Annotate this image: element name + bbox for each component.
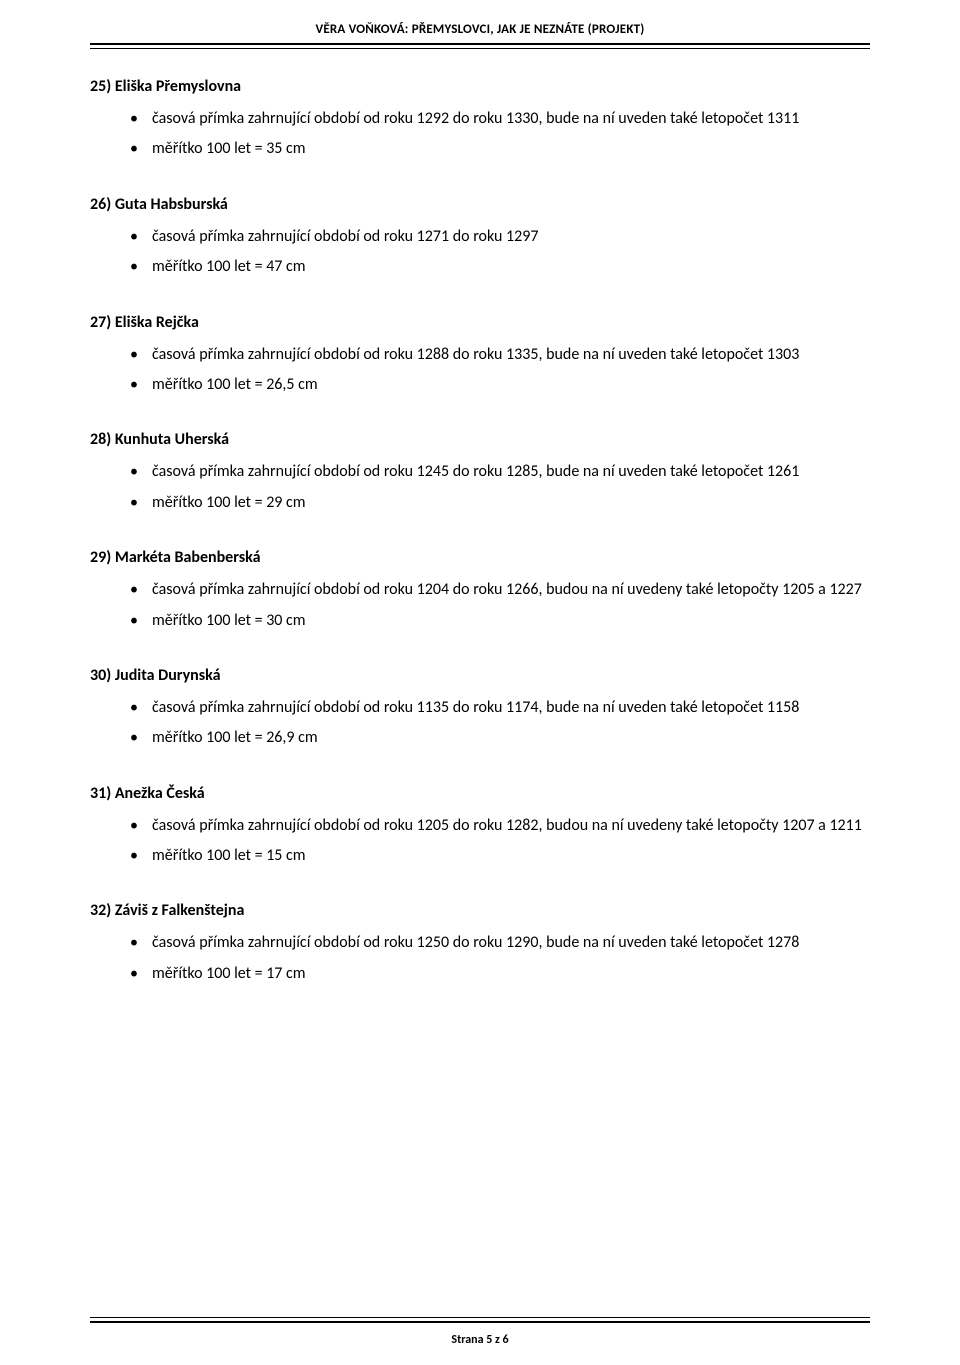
section-title: 27) Eliška Rejčka [90, 313, 870, 332]
document-page: VĚRA VOŇKOVÁ: PŘEMYSLOVCI, JAK JE NEZNÁT… [0, 0, 960, 1365]
section-name: Kunhuta Uherská [115, 430, 229, 449]
section-name: Eliška Rejčka [115, 313, 199, 332]
section-name: Guta Habsburská [115, 195, 228, 214]
section-title: 25) Eliška Přemyslovna [90, 77, 870, 96]
list-item: časová přímka zahrnující období od roku … [130, 811, 870, 841]
list-item: měřítko 100 let = 29 cm [130, 488, 870, 518]
bullet-list: časová přímka zahrnující období od roku … [90, 811, 870, 872]
section-number: 27) [90, 313, 111, 332]
sections-container: 25) Eliška Přemyslovna časová přímka zahr… [90, 77, 870, 989]
section: 32) Záviš z Falkenštejna časová přímka za… [90, 901, 870, 989]
section-number: 29) [90, 548, 111, 567]
list-item: časová přímka zahrnující období od roku … [130, 928, 870, 958]
section-name: Anežka Česká [115, 784, 205, 803]
section: 31) Anežka Česká časová přímka zahrnující… [90, 784, 870, 872]
section: 26) Guta Habsburská časová přímka zahrnuj… [90, 195, 870, 283]
section: 28) Kunhuta Uherská časová přímka zahrnuj… [90, 430, 870, 518]
header-rule-thin [90, 48, 870, 49]
footer-rules [90, 1317, 870, 1329]
section-number: 26) [90, 195, 111, 214]
section-title: 28) Kunhuta Uherská [90, 430, 870, 449]
bullet-list: časová přímka zahrnující období od roku … [90, 222, 870, 283]
list-item: časová přímka zahrnující období od roku … [130, 340, 870, 370]
list-item: časová přímka zahrnující období od roku … [130, 222, 870, 252]
bullet-list: časová přímka zahrnující období od roku … [90, 693, 870, 754]
bullet-list: časová přímka zahrnující období od roku … [90, 575, 870, 636]
section: 29) Markéta Babenberská časová přímka zah… [90, 548, 870, 636]
section-name: Markéta Babenberská [115, 548, 261, 567]
section-title: 26) Guta Habsburská [90, 195, 870, 214]
section-number: 31) [90, 784, 111, 803]
list-item: měřítko 100 let = 35 cm [130, 134, 870, 164]
section-number: 32) [90, 901, 111, 920]
section: 30) Judita Durynská časová přímka zahrnuj… [90, 666, 870, 754]
section-title: 30) Judita Durynská [90, 666, 870, 685]
list-item: časová přímka zahrnující období od roku … [130, 575, 870, 605]
section-title: 29) Markéta Babenberská [90, 548, 870, 567]
page-footer: Strana 5 z 6 [90, 1333, 870, 1347]
section-title: 31) Anežka Česká [90, 784, 870, 803]
bullet-list: časová přímka zahrnující období od roku … [90, 928, 870, 989]
list-item: měřítko 100 let = 26,5 cm [130, 370, 870, 400]
list-item: měřítko 100 let = 30 cm [130, 606, 870, 636]
bullet-list: časová přímka zahrnující období od roku … [90, 104, 870, 165]
list-item: časová přímka zahrnující období od roku … [130, 104, 870, 134]
footer-rule-thin [90, 1317, 870, 1318]
section-name: Judita Durynská [115, 666, 221, 685]
section-title: 32) Záviš z Falkenštejna [90, 901, 870, 920]
section-number: 30) [90, 666, 111, 685]
bullet-list: časová přímka zahrnující období od roku … [90, 457, 870, 518]
section-name: Eliška Přemyslovna [115, 77, 241, 96]
list-item: měřítko 100 let = 47 cm [130, 252, 870, 282]
header-rule-thick [90, 43, 870, 45]
list-item: časová přímka zahrnující období od roku … [130, 457, 870, 487]
list-item: měřítko 100 let = 15 cm [130, 841, 870, 871]
bullet-list: časová přímka zahrnující období od roku … [90, 340, 870, 401]
section-number: 25) [90, 77, 111, 96]
section: 27) Eliška Rejčka časová přímka zahrnujíc… [90, 313, 870, 401]
section-name: Záviš z Falkenštejna [115, 901, 245, 920]
footer-rule-thick [90, 1321, 870, 1323]
section: 25) Eliška Přemyslovna časová přímka zahr… [90, 77, 870, 165]
list-item: měřítko 100 let = 17 cm [130, 959, 870, 989]
list-item: časová přímka zahrnující období od roku … [130, 693, 870, 723]
list-item: měřítko 100 let = 26,9 cm [130, 723, 870, 753]
section-number: 28) [90, 430, 111, 449]
page-header: VĚRA VOŇKOVÁ: PŘEMYSLOVCI, JAK JE NEZNÁT… [90, 22, 870, 37]
